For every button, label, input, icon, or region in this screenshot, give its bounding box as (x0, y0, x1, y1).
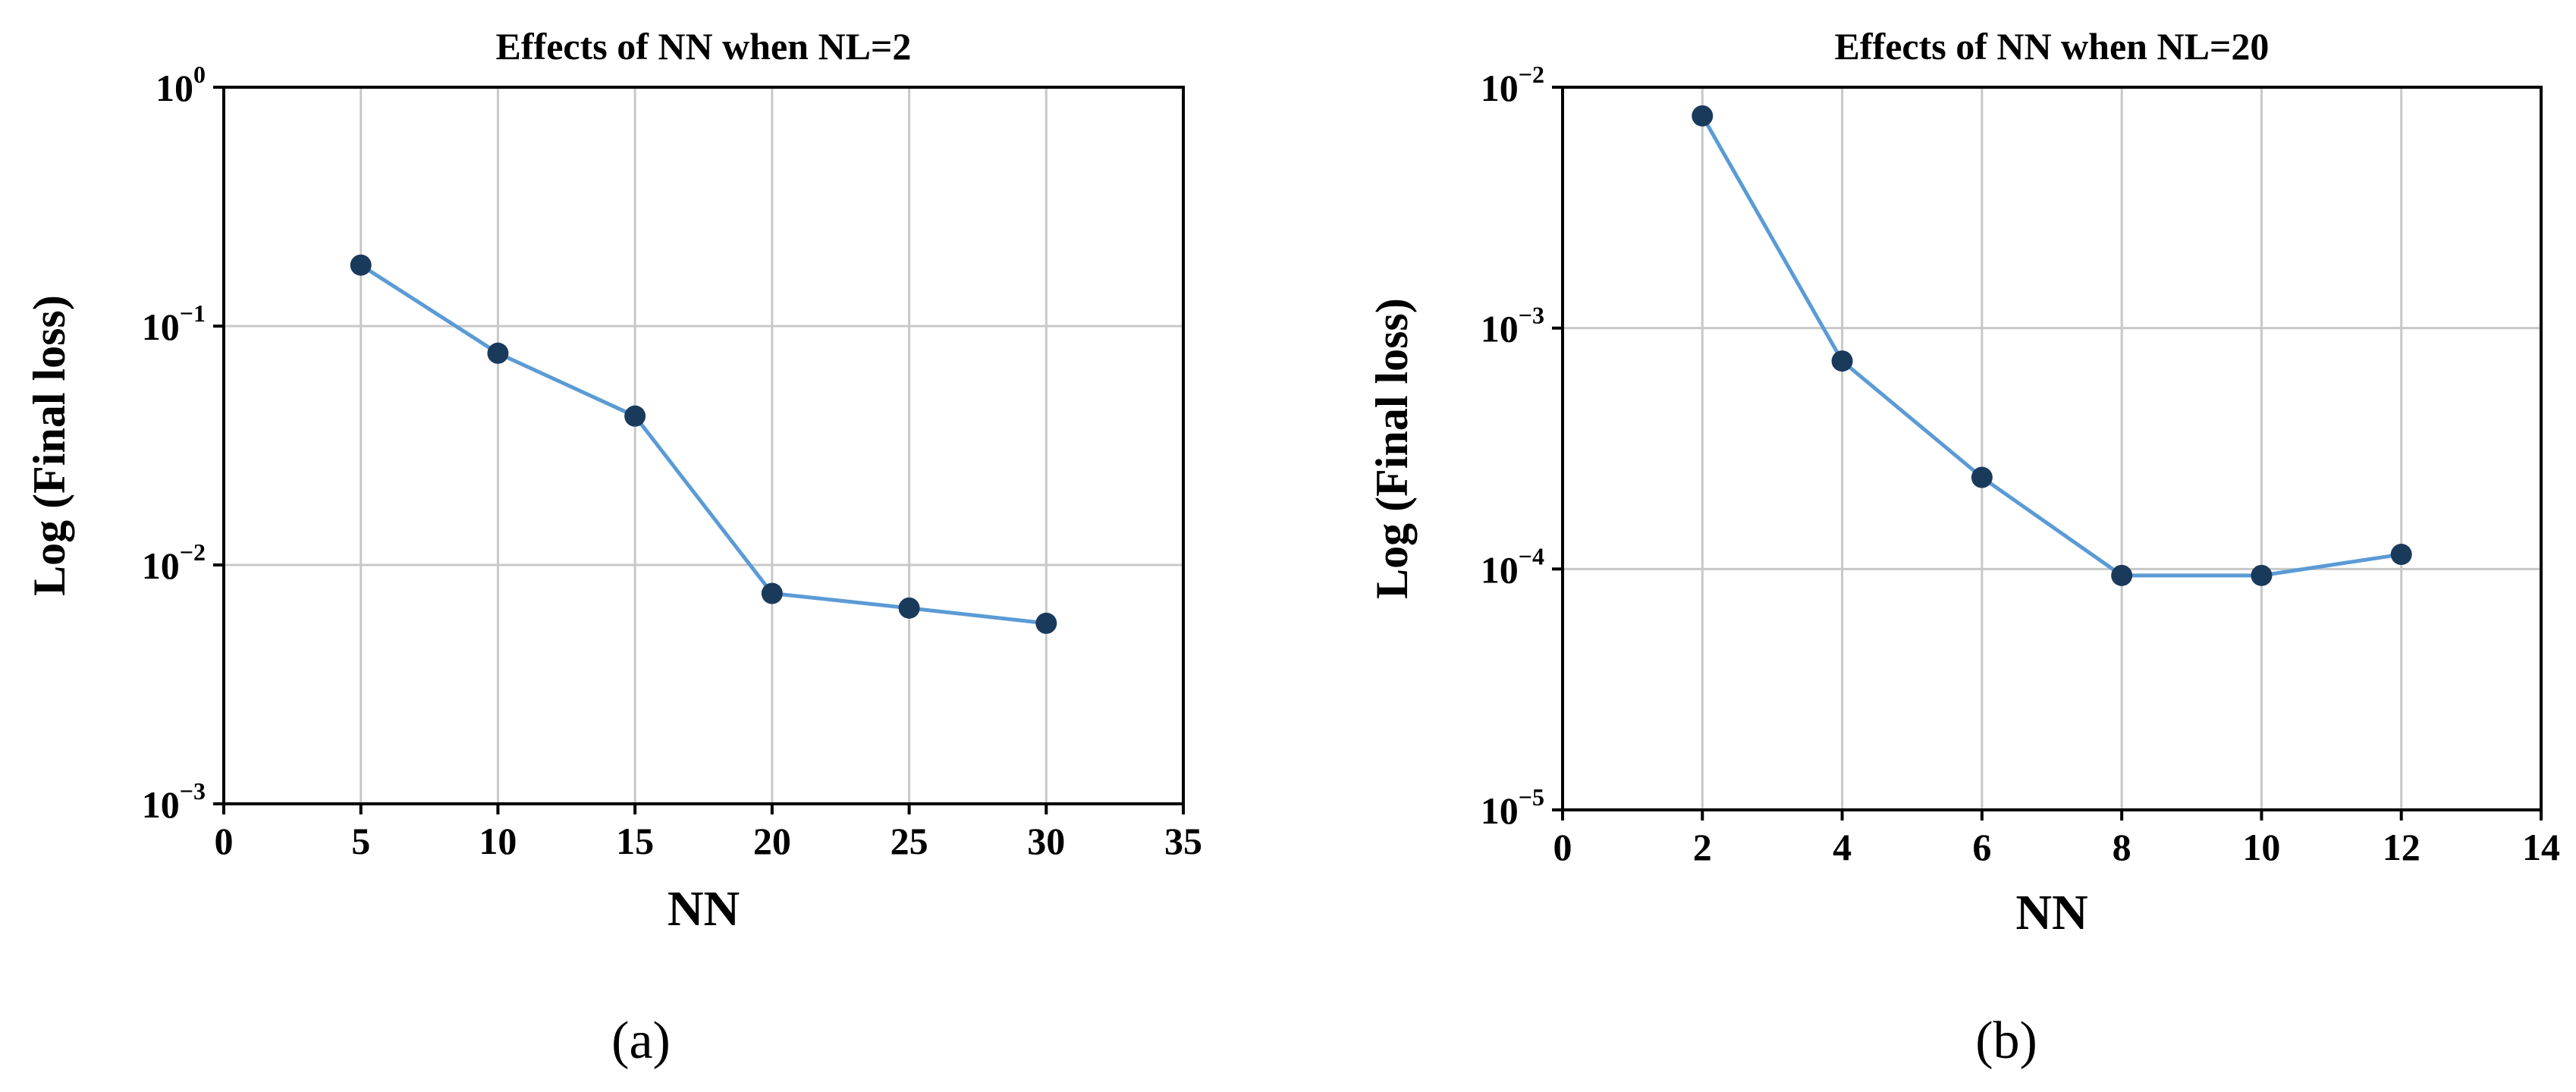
x-tick-label: 25 (891, 820, 928, 862)
y-tick-label: 10−3 (1481, 302, 1544, 350)
x-tick-label: 10 (2242, 826, 2280, 868)
y-tick-base: 10 (1481, 308, 1519, 350)
x-tick-label: 5 (351, 820, 370, 862)
y-tick-base: 10 (1481, 789, 1519, 832)
y-tick-exponent: 0 (193, 61, 206, 88)
x-tick-label: 4 (1833, 826, 1852, 868)
y-tick-label: 10−5 (1481, 783, 1544, 832)
plot-frame (222, 86, 1185, 805)
y-tick-label: 10−2 (142, 538, 206, 587)
y-axis-label: Log (Final loss) (1367, 298, 1417, 599)
data-point (2251, 564, 2273, 586)
x-tick-label: 8 (2113, 826, 2131, 868)
y-tick-exponent: −4 (1519, 542, 1544, 570)
data-point (1035, 612, 1057, 634)
data-point (2390, 544, 2412, 566)
x-tick-label: 6 (1972, 826, 1991, 868)
plot-frame (1561, 86, 2543, 811)
data-point (487, 342, 509, 364)
y-tick-base: 10 (142, 306, 180, 348)
data-point (1692, 105, 1714, 127)
y-tick-label: 100 (156, 61, 206, 109)
x-axis-label: NN (668, 881, 740, 937)
x-tick-label: 30 (1027, 820, 1065, 862)
data-point (624, 405, 646, 427)
y-tick-label: 10−2 (1481, 61, 1544, 109)
x-tick-label: 15 (616, 820, 654, 862)
y-tick-base: 10 (142, 544, 180, 587)
x-tick-label: 2 (1693, 826, 1712, 868)
data-point (761, 582, 783, 604)
y-tick-exponent: −2 (1519, 61, 1544, 88)
x-tick-label: 35 (1164, 820, 1202, 862)
y-tick-exponent: −3 (180, 777, 206, 805)
y-tick-exponent: −5 (1519, 783, 1544, 811)
y-tick-exponent: −1 (180, 300, 206, 327)
y-tick-label: 10−4 (1481, 542, 1544, 591)
data-point (350, 254, 372, 276)
data-point (1971, 466, 1993, 488)
x-axis-label: NN (2015, 885, 2088, 940)
y-tick-base: 10 (156, 67, 193, 109)
series-line (360, 263, 1047, 626)
x-tick-label: 0 (1553, 826, 1572, 868)
data-point (1831, 350, 1853, 372)
y-tick-exponent: −3 (1519, 302, 1544, 329)
y-tick-base: 10 (142, 783, 180, 826)
y-tick-label: 10−1 (142, 300, 206, 348)
chart-title: Effects of NN when NL=2 (496, 25, 912, 67)
x-tick-label: 20 (753, 820, 791, 862)
x-tick-label: 0 (215, 820, 234, 862)
y-tick-base: 10 (1481, 548, 1519, 591)
x-tick-label: 10 (479, 820, 517, 862)
y-tick-base: 10 (1481, 67, 1519, 109)
x-tick-label: 14 (2522, 826, 2560, 868)
chart-title: Effects of NN when NL=20 (1835, 25, 2270, 67)
y-tick-exponent: −2 (180, 538, 206, 566)
panel-label: (b) (1975, 1012, 2037, 1070)
series-line (1701, 115, 2402, 578)
panel-label: (a) (611, 1012, 671, 1070)
x-tick-label: 12 (2383, 826, 2420, 868)
y-tick-label: 10−3 (142, 777, 206, 826)
data-point (2111, 564, 2133, 586)
data-point (898, 597, 920, 619)
y-axis-label: Log (Final loss) (24, 295, 74, 596)
